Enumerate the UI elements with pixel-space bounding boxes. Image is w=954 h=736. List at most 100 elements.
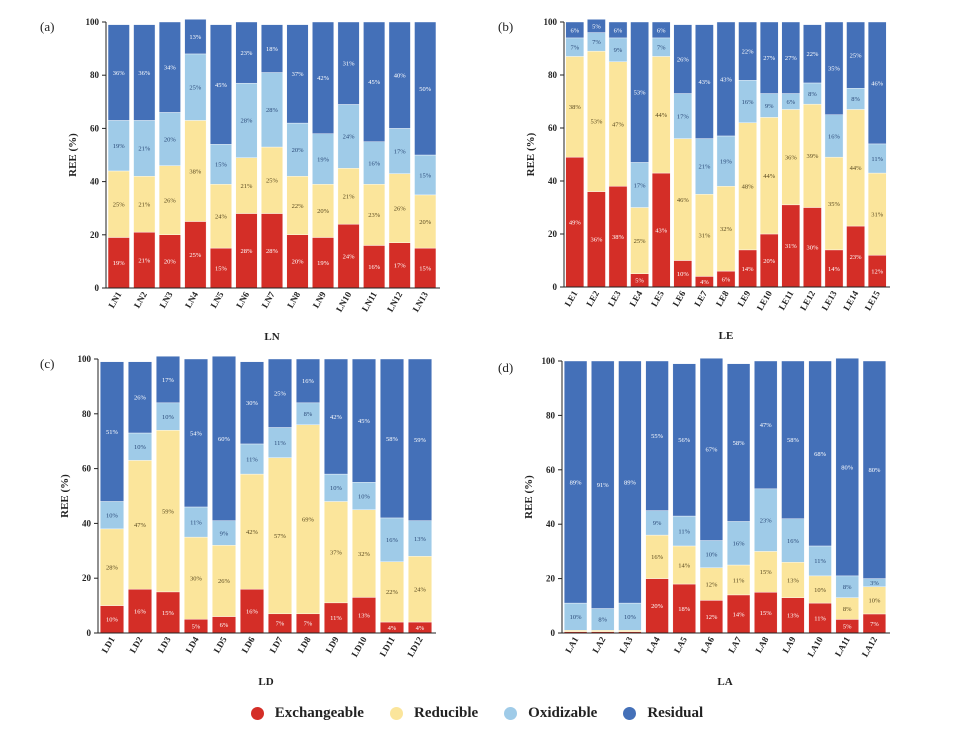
bar-segment-residual: [414, 21, 437, 156]
data-label: 43%: [698, 79, 711, 86]
data-label: 36%: [785, 154, 798, 161]
data-label: 10%: [358, 493, 371, 500]
data-label: 32%: [358, 551, 371, 558]
data-label: 15%: [419, 265, 432, 272]
x-tick-label: LE5: [649, 289, 666, 309]
y-tick-label: 40: [548, 176, 558, 186]
y-tick-label: 0: [551, 628, 556, 638]
x-tick-label: LD3: [156, 635, 173, 655]
x-tick-label: LA11: [833, 635, 852, 659]
data-label: 10%: [330, 485, 343, 492]
x-tick-label: LN5: [208, 290, 225, 310]
x-tick-label: LE3: [606, 289, 623, 309]
data-label: 9%: [653, 520, 662, 527]
x-tick-label: LA4: [645, 635, 662, 655]
bar-segment-residual: [591, 360, 615, 609]
data-label: 25%: [850, 52, 863, 59]
bar-segment-residual: [754, 360, 778, 490]
data-label: 47%: [612, 121, 625, 128]
x-axis-title: LD: [258, 676, 273, 688]
data-label: 38%: [612, 234, 625, 241]
y-axis-title: REE (%): [525, 132, 537, 176]
panel-b: (b)49%38%7%6%LE136%53%7%5%LE238%47%9%6%L…: [498, 17, 890, 342]
data-label: 68%: [814, 451, 827, 458]
data-label: 22%: [806, 51, 819, 58]
data-label: 8%: [808, 91, 817, 98]
data-label: 7%: [276, 621, 285, 628]
y-tick-label: 40: [82, 518, 92, 528]
data-label: 7%: [870, 621, 879, 628]
data-label: 19%: [113, 143, 126, 150]
data-label: 21%: [240, 183, 253, 190]
data-label: 21%: [343, 194, 356, 201]
legend-swatch-oxidizable: [504, 706, 518, 720]
bar-segment-residual: [296, 358, 320, 404]
legend-label-residual: Residual: [647, 704, 704, 721]
x-tick-label: LA7: [726, 635, 743, 655]
bar-segment-residual: [261, 24, 283, 73]
data-label: 17%: [162, 377, 175, 384]
data-label: 14%: [828, 266, 841, 273]
x-tick-label: LA3: [617, 635, 634, 655]
y-tick-label: 100: [78, 354, 92, 364]
bar-segment-residual: [645, 360, 669, 511]
data-label: 16%: [246, 608, 259, 615]
data-label: 13%: [787, 613, 800, 620]
data-label: 45%: [215, 82, 228, 89]
x-tick-label: LN9: [311, 290, 328, 310]
x-tick-label: LD6: [240, 635, 257, 655]
legend-item-residual: Residual: [623, 705, 703, 722]
y-tick-label: 40: [546, 519, 556, 529]
x-tick-label: LN2: [132, 290, 149, 310]
data-label: 23%: [850, 254, 863, 261]
data-label: 36%: [113, 70, 126, 77]
data-label: 56%: [678, 437, 691, 444]
data-label: 44%: [850, 165, 863, 172]
data-label: 80%: [868, 467, 881, 474]
data-label: 37%: [292, 71, 305, 78]
bar-segment-residual: [759, 21, 779, 94]
data-label: 47%: [760, 422, 773, 429]
legend: Exchangeable Reducible Oxidizable Residu…: [0, 698, 954, 728]
data-label: 4%: [388, 625, 397, 632]
data-label: 38%: [189, 168, 202, 175]
data-label: 91%: [597, 482, 610, 489]
data-label: 20%: [317, 208, 330, 215]
data-label: 10%: [705, 551, 718, 558]
data-label: 14%: [733, 611, 746, 618]
data-label: 67%: [705, 447, 718, 454]
data-label: 18%: [678, 606, 691, 613]
bar-segment-residual: [587, 19, 606, 33]
data-label: 12%: [871, 268, 884, 275]
bar-segment-residual: [380, 358, 404, 519]
bar-segment-residual: [352, 358, 376, 483]
bar-segment-residual: [695, 24, 714, 139]
x-tick-label: LD7: [268, 635, 285, 655]
data-label: 6%: [786, 99, 795, 106]
x-tick-label: LA9: [780, 635, 797, 655]
y-tick-label: 80: [82, 409, 92, 419]
data-label: 49%: [569, 219, 582, 226]
data-label: 15%: [215, 265, 228, 272]
x-tick-label: LD12: [405, 635, 425, 659]
x-tick-label: LA12: [860, 635, 880, 659]
data-label: 13%: [787, 577, 800, 584]
x-tick-label: LN11: [360, 290, 379, 314]
y-axis-title: REE (%): [67, 133, 79, 177]
y-tick-label: 0: [87, 628, 92, 638]
bar-segment-reducible: [591, 630, 615, 632]
bar-segment-reducible: [563, 630, 588, 632]
data-label: 4%: [700, 279, 709, 286]
x-tick-label: LN12: [385, 290, 405, 314]
bar-segment-residual: [726, 363, 751, 522]
x-axis-title: LN: [264, 331, 279, 343]
data-label: 15%: [760, 610, 773, 617]
data-label: 11%: [871, 156, 883, 163]
x-tick-label: LN1: [106, 290, 123, 310]
y-axis-title: REE (%): [59, 474, 71, 518]
x-tick-label: LD8: [296, 635, 313, 655]
bar-segment-residual: [781, 21, 801, 94]
panel-c: (c)10%28%10%51%LD116%47%10%26%LD215%59%1…: [40, 354, 436, 688]
data-label: 20%: [763, 258, 776, 265]
data-label: 20%: [419, 219, 432, 226]
